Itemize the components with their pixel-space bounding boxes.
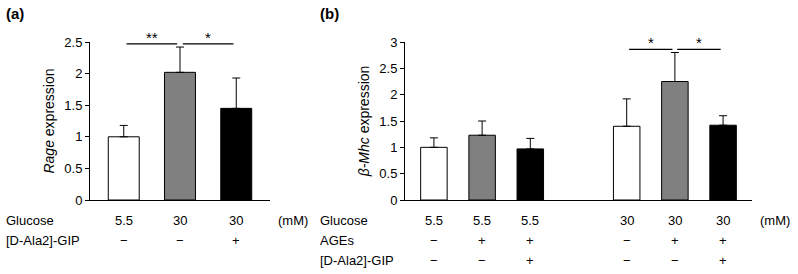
svg-text:(mM): (mM) [278, 213, 308, 228]
svg-text:−: − [430, 233, 438, 248]
svg-text:1: 1 [75, 129, 82, 144]
svg-text:5.5: 5.5 [473, 213, 491, 228]
svg-text:(a): (a) [6, 5, 24, 22]
svg-text:(mM): (mM) [760, 213, 790, 228]
svg-text:*: * [648, 34, 654, 51]
svg-text:−: − [120, 233, 128, 248]
svg-text:0: 0 [75, 193, 82, 208]
svg-text:+: + [478, 233, 486, 248]
svg-text:−: − [176, 233, 184, 248]
svg-text:**: ** [146, 29, 158, 46]
svg-text:5.5: 5.5 [115, 213, 133, 228]
svg-text:+: + [719, 233, 727, 248]
svg-text:[D-Ala2]-GIP: [D-Ala2]-GIP [320, 253, 394, 268]
svg-text:30: 30 [620, 213, 634, 228]
svg-text:2.5: 2.5 [379, 61, 397, 76]
svg-text:+: + [232, 233, 240, 248]
svg-text:(b): (b) [320, 5, 339, 22]
svg-text:+: + [719, 253, 727, 268]
svg-text:30: 30 [668, 213, 682, 228]
svg-text:30: 30 [173, 213, 187, 228]
svg-text:−: − [623, 233, 631, 248]
svg-text:5.5: 5.5 [425, 213, 443, 228]
svg-text:*: * [696, 34, 702, 51]
svg-text:[D-Ala2]-GIP: [D-Ala2]-GIP [6, 233, 80, 248]
svg-text:3: 3 [390, 35, 397, 50]
svg-text:5.5: 5.5 [521, 213, 539, 228]
svg-text:−: − [671, 253, 679, 268]
svg-text:30: 30 [229, 213, 243, 228]
svg-text:30: 30 [716, 213, 730, 228]
svg-text:0.5: 0.5 [64, 161, 82, 176]
svg-text:β-Mhc expression: β-Mhc expression [356, 66, 372, 178]
svg-text:−: − [430, 253, 438, 268]
svg-text:AGEs: AGEs [320, 233, 354, 248]
svg-text:1: 1 [390, 140, 397, 155]
svg-text:0.5: 0.5 [379, 166, 397, 181]
svg-text:*: * [205, 29, 211, 46]
svg-text:1.5: 1.5 [64, 98, 82, 113]
svg-text:−: − [478, 253, 486, 268]
svg-text:+: + [671, 233, 679, 248]
svg-text:2.5: 2.5 [64, 35, 82, 50]
svg-text:Glucose: Glucose [6, 213, 54, 228]
svg-text:Rage expression: Rage expression [41, 68, 57, 173]
svg-text:+: + [526, 233, 534, 248]
svg-text:2: 2 [75, 66, 82, 81]
svg-text:+: + [526, 253, 534, 268]
svg-text:Glucose: Glucose [320, 213, 368, 228]
svg-text:2: 2 [390, 87, 397, 102]
svg-text:1.5: 1.5 [379, 114, 397, 129]
svg-text:0: 0 [390, 193, 397, 208]
svg-text:−: − [623, 253, 631, 268]
